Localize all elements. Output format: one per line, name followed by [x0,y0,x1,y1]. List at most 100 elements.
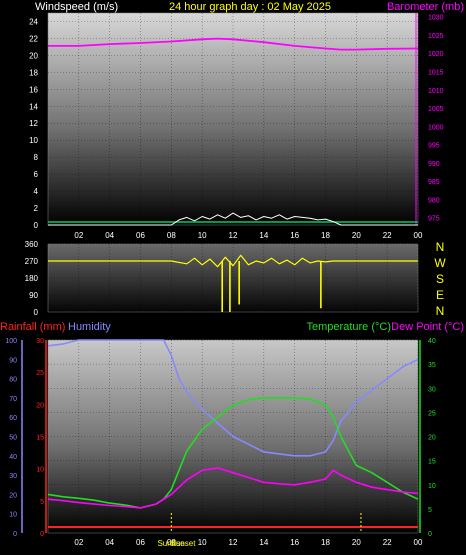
temperature-y-tick-label: 15 [428,459,436,466]
top-x-tick-label: 04 [105,231,114,240]
windspeed-y-tick-label: 8 [34,153,39,162]
direction-y-tick-label: 180 [25,274,39,283]
bottom-x-tick-label: 04 [105,538,114,547]
top-x-tick-label: 16 [290,231,299,240]
top-x-tick-label: 22 [383,231,392,240]
humidity-y-tick-label: 40 [9,454,17,461]
top-x-tick-label: 18 [321,231,330,240]
rainfall-y-tick-label: 10 [36,467,44,474]
temperature-y-tick-label: 10 [428,483,436,490]
rainfall-y-tick-label: 5 [40,499,44,506]
windspeed-y-tick-label: 6 [34,170,39,179]
barometer-y-tick-label: 980 [428,197,440,204]
windspeed-y-tick-label: 0 [34,221,39,230]
direction-label-n-top: N [436,240,445,254]
rainfall-y-tick-label: 25 [36,370,44,377]
graph-title: 24 hour graph day : 02 May 2025 [169,1,331,13]
bottom-x-tick-label: 20 [352,538,361,547]
top-x-tick-label: 06 [136,231,145,240]
sunrise-label: Sunrise [157,539,185,548]
temperature-y-tick-label: 20 [428,435,436,442]
direction-y-tick-label: 90 [29,291,38,300]
direction-label-s: S [436,272,444,286]
windspeed-y-tick-label: 12 [29,119,38,128]
direction-y-tick-label: 270 [25,257,39,266]
temperature-y-tick-label: 5 [428,507,432,514]
humidity-y-tick-label: 0 [13,531,17,538]
humidity-y-tick-label: 90 [9,357,17,364]
windspeed-y-tick-label: 4 [34,187,39,196]
windspeed-y-tick-label: 20 [29,51,38,60]
temperature-line [47,397,419,509]
direction-label-e: E [436,288,444,302]
humidity-y-tick-label: 50 [9,435,17,442]
bottom-x-tick-label: 02 [74,538,83,547]
temperature-y-tick-label: 25 [428,410,436,417]
barometer-y-tick-label: 1010 [428,88,444,95]
humidity-y-tick-label: 70 [9,396,17,403]
sunset-label: Sunset [171,539,197,548]
windspeed-y-tick-label: 16 [29,85,38,94]
top-x-tick-label: 20 [352,231,361,240]
barometer-y-tick-label: 1005 [428,106,444,113]
windspeed-y-tick-label: 2 [34,204,39,213]
direction-y-tick-label: 360 [25,240,39,249]
barometer-line [48,37,419,51]
humidity-y-tick-label: 100 [5,338,17,345]
temperature-axis-title: Temperature (°C) [307,321,391,333]
barometer-y-tick-label: 990 [428,161,440,168]
direction-label-w: W [434,256,446,270]
windspeed-line [48,212,418,226]
barometer-y-tick-label: 1015 [428,69,444,76]
bottom-x-tick-label: 00 [414,538,423,547]
barometer-y-tick-label: 1000 [428,124,444,131]
humidity-y-tick-label: 10 [9,512,17,519]
bottom-x-tick-label: 16 [290,538,299,547]
bottom-x-tick-label: 14 [259,538,268,547]
windspeed-y-tick-label: 14 [29,102,38,111]
rainfall-y-tick-label: 0 [40,531,44,538]
direction-label-n-bottom: N [436,304,445,318]
humidity-y-tick-label: 80 [9,377,17,384]
wind-direction-line [48,254,418,268]
rainfall-axis-title: Rainfall (mm) [0,321,65,333]
barometer-y-tick-label: 1030 [428,15,444,22]
top-x-tick-label: 12 [229,231,238,240]
barometer-axis-title: Barometer (mb) [387,1,464,13]
barometer-y-tick-label: 1020 [428,51,444,58]
barometer-y-tick-label: 975 [428,216,440,223]
windspeed-axis-title: Windspeed (m/s) [35,1,118,13]
dewpoint-line [47,467,419,509]
rainfall-y-tick-label: 20 [36,402,44,409]
humidity-line [47,339,419,457]
bottom-x-tick-label: 22 [383,538,392,547]
bottom-x-tick-label: 18 [321,538,330,547]
rainfall-y-tick-label: 30 [36,338,44,345]
top-x-tick-label: 02 [74,231,83,240]
temperature-y-tick-label: 40 [428,338,436,345]
bottom-x-tick-label: 12 [229,538,238,547]
temperature-y-tick-label: 0 [428,531,432,538]
bottom-x-tick-label: 10 [198,538,207,547]
top-x-tick-label: 00 [414,231,423,240]
windspeed-y-tick-label: 10 [29,136,38,145]
direction-y-tick-label: 0 [34,308,39,317]
rainfall-y-tick-label: 15 [36,435,44,442]
bottom-x-tick-label: 08 [167,538,176,547]
top-x-tick-label: 10 [198,231,207,240]
barometer-y-tick-label: 1025 [428,33,444,40]
temperature-y-tick-label: 30 [428,386,436,393]
humidity-y-tick-label: 60 [9,415,17,422]
top-x-tick-label: 14 [259,231,268,240]
humidity-y-tick-label: 20 [9,492,17,499]
windspeed-y-tick-label: 24 [29,17,38,26]
humidity-y-tick-label: 30 [9,473,17,480]
bottom-x-tick-label: 06 [136,538,145,547]
windspeed-y-tick-label: 18 [29,68,38,77]
barometer-y-tick-label: 995 [428,143,440,150]
windspeed-y-tick-label: 22 [29,34,38,43]
barometer-y-tick-label: 985 [428,179,440,186]
dewpoint-axis-title: Dew Point (°C) [391,321,464,333]
temperature-y-tick-label: 35 [428,362,436,369]
